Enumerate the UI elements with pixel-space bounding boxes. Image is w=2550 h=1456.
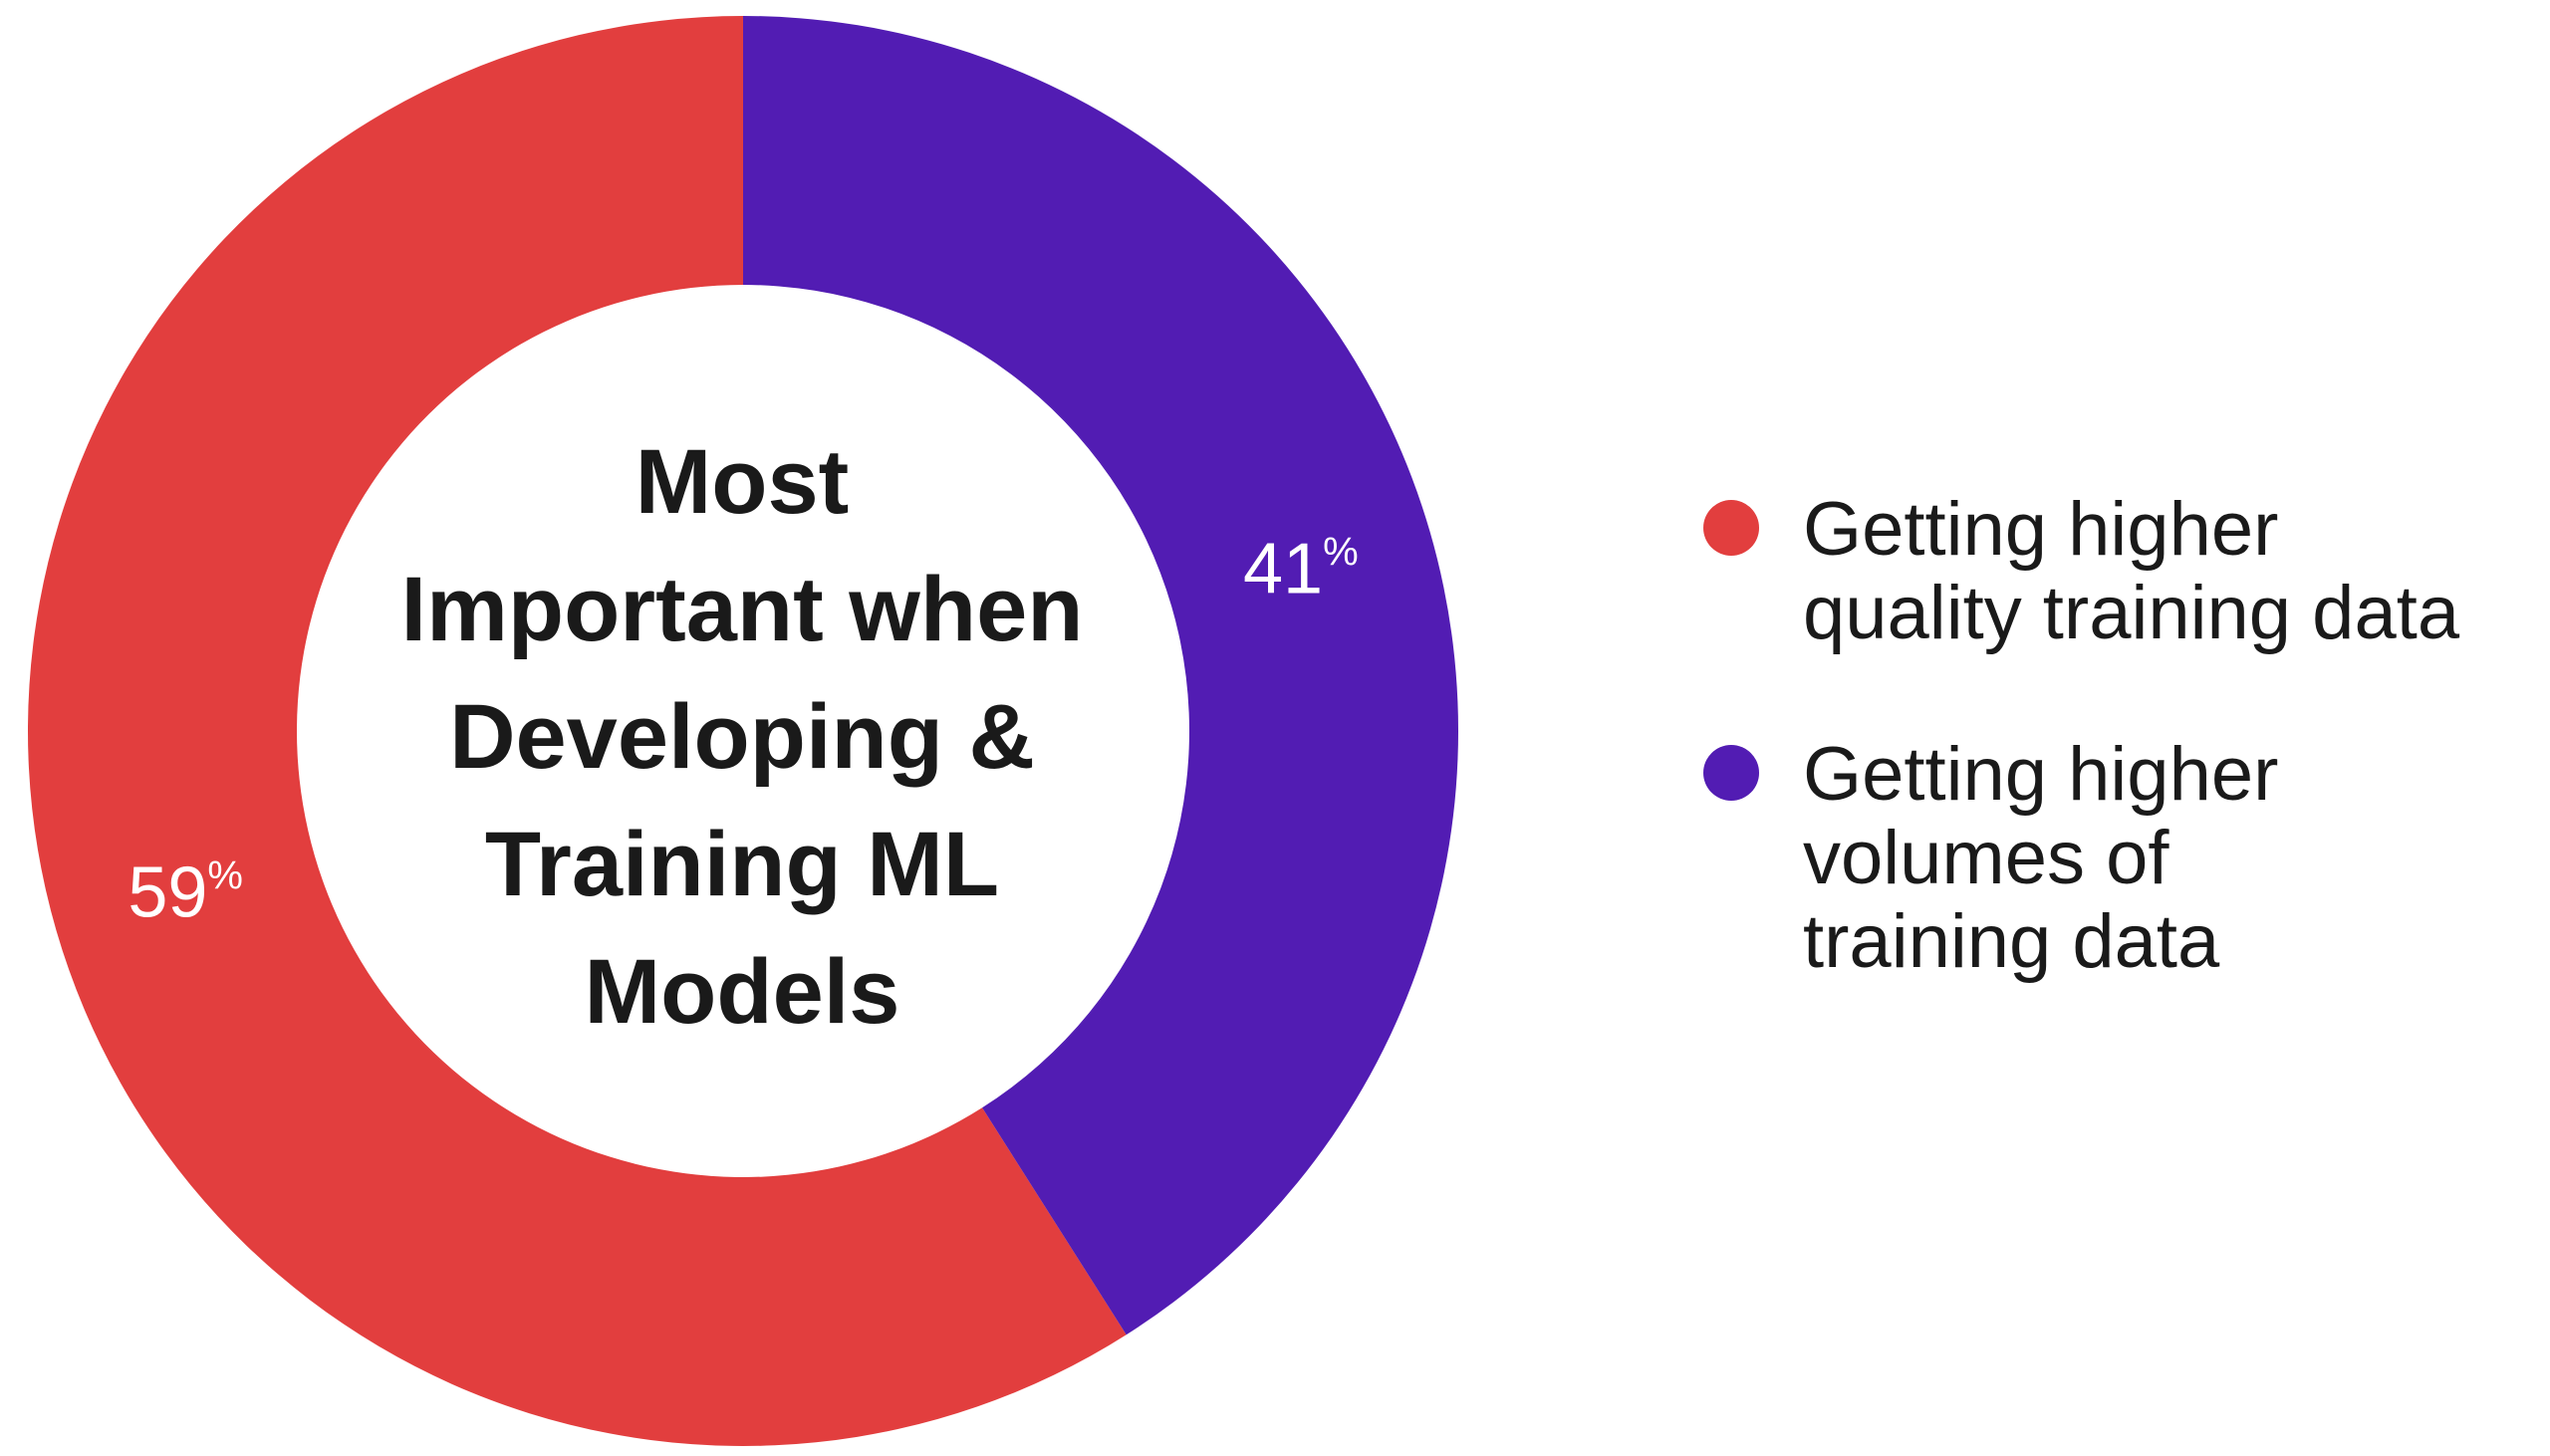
legend-label-line: volumes of — [1803, 816, 2169, 900]
legend-swatch-quality — [1703, 500, 1759, 556]
legend-swatch-volume — [1703, 745, 1759, 801]
legend-label-line: Getting higher — [1803, 487, 2279, 572]
donut-slice — [27, 16, 1127, 1447]
chart-title-line: Training ML — [484, 814, 1000, 915]
legend-label-line: training data — [1803, 899, 2220, 984]
chart-title: Most Important when Developing & Trainin… — [309, 418, 1175, 1056]
legend-label-volume: Getting higher volumes of training data — [1803, 733, 2550, 984]
chart-title-line: Models — [584, 941, 900, 1043]
slice-label-value: 59 — [128, 853, 207, 933]
legend-item-volume: Getting higher volumes of training data — [1693, 733, 2550, 984]
slice-label-value: 41 — [1243, 529, 1323, 608]
slice-label: 41% — [1243, 529, 1359, 608]
chart-title-line: Most — [635, 431, 850, 533]
chart-title-line: Important when — [400, 559, 1084, 660]
slice-label: 59% — [128, 853, 243, 933]
slice-labels: 59%41% — [128, 529, 1358, 932]
slice-label-unit: % — [1323, 530, 1359, 574]
legend-label-line: Getting higher — [1803, 732, 2279, 817]
donut-slice — [743, 16, 1458, 1335]
legend-item-quality: Getting higher quality training data — [1693, 488, 2550, 655]
legend-label-quality: Getting higher quality training data — [1803, 488, 2550, 655]
chart-title-line: Developing & — [449, 686, 1035, 788]
legend: Getting higher quality training data Get… — [1693, 488, 2550, 1062]
slice-label-unit: % — [207, 854, 243, 898]
donut-slices — [27, 16, 1458, 1447]
legend-label-line: quality training data — [1803, 571, 2460, 655]
